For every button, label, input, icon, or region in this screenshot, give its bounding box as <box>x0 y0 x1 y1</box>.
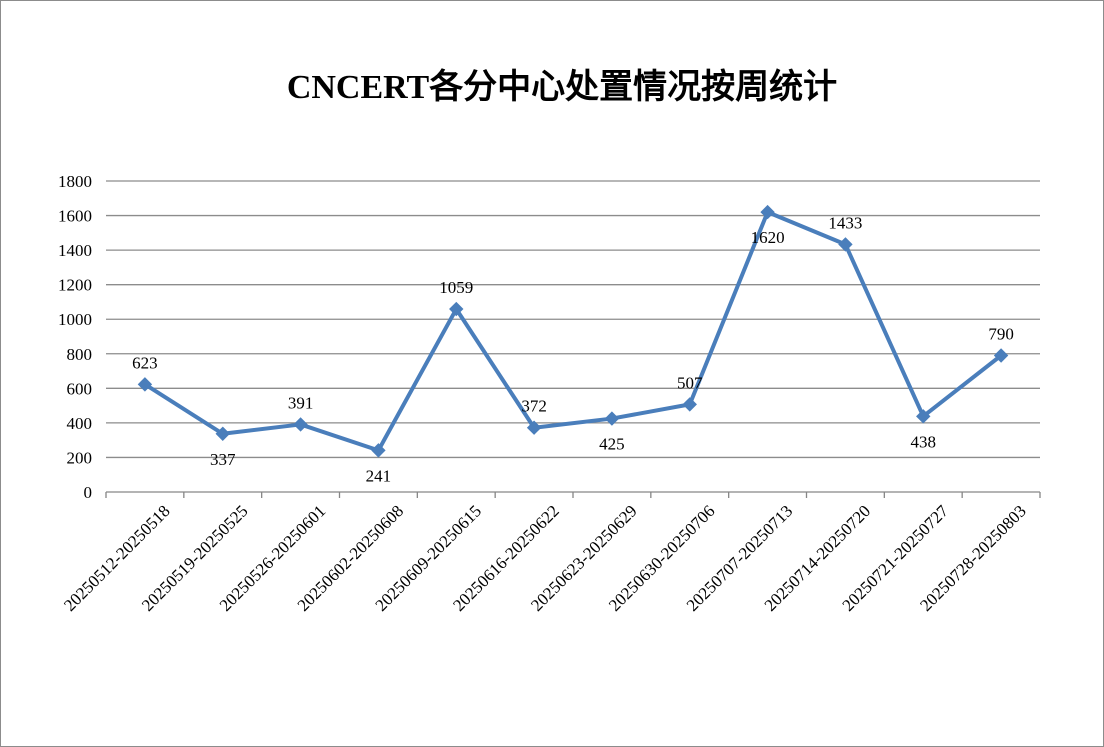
y-tick-label: 1400 <box>58 241 92 260</box>
data-label: 438 <box>911 432 937 451</box>
data-point-marker <box>916 409 931 424</box>
data-label: 372 <box>521 397 547 416</box>
data-point-marker <box>760 204 775 220</box>
data-point-marker <box>682 397 697 412</box>
series-polyline <box>143 210 1003 453</box>
gridlines <box>106 180 1040 493</box>
y-tick-label: 200 <box>67 448 93 467</box>
y-tick-label: 1200 <box>58 276 92 295</box>
y-tick-label: 600 <box>67 379 93 398</box>
y-axis: 0 200 400 600 800 1000 1200 1400 1600 1800 <box>58 172 92 502</box>
data-label: 1433 <box>828 213 862 232</box>
data-label: 507 <box>677 373 703 392</box>
data-label: 1059 <box>439 278 473 297</box>
data-label: 391 <box>288 393 314 412</box>
data-label: 425 <box>599 435 625 454</box>
y-tick-label: 800 <box>67 345 93 364</box>
x-axis: 20250512-2025051820250519-20250525202505… <box>60 492 1041 615</box>
data-label: 790 <box>988 325 1014 344</box>
data-point-marker <box>604 411 620 426</box>
data-point-marker <box>137 377 153 392</box>
data-point-marker <box>838 237 853 252</box>
data-point-marker <box>449 301 464 317</box>
data-label: 623 <box>132 353 158 372</box>
series-markers <box>137 204 1009 458</box>
data-label: 241 <box>366 466 392 485</box>
data-labels: 623 337 391 241 1059 372 425 507 1620 1433 438 790 <box>132 213 1014 485</box>
y-tick-label: 1600 <box>58 207 92 226</box>
data-point-marker <box>215 426 230 441</box>
data-label: 337 <box>210 450 236 469</box>
y-tick-label: 0 <box>84 483 93 502</box>
series-line <box>143 210 1003 453</box>
y-tick-label: 1800 <box>58 172 92 191</box>
data-point-marker <box>293 417 308 432</box>
data-point-marker <box>993 348 1009 363</box>
data-label: 1620 <box>751 228 785 247</box>
data-point-marker <box>371 443 386 458</box>
chart-title: CNCERT各分中心处置情况按周统计 <box>287 67 837 106</box>
y-tick-label: 400 <box>67 414 93 433</box>
y-tick-label: 1000 <box>58 310 92 329</box>
data-point-marker <box>526 420 542 435</box>
